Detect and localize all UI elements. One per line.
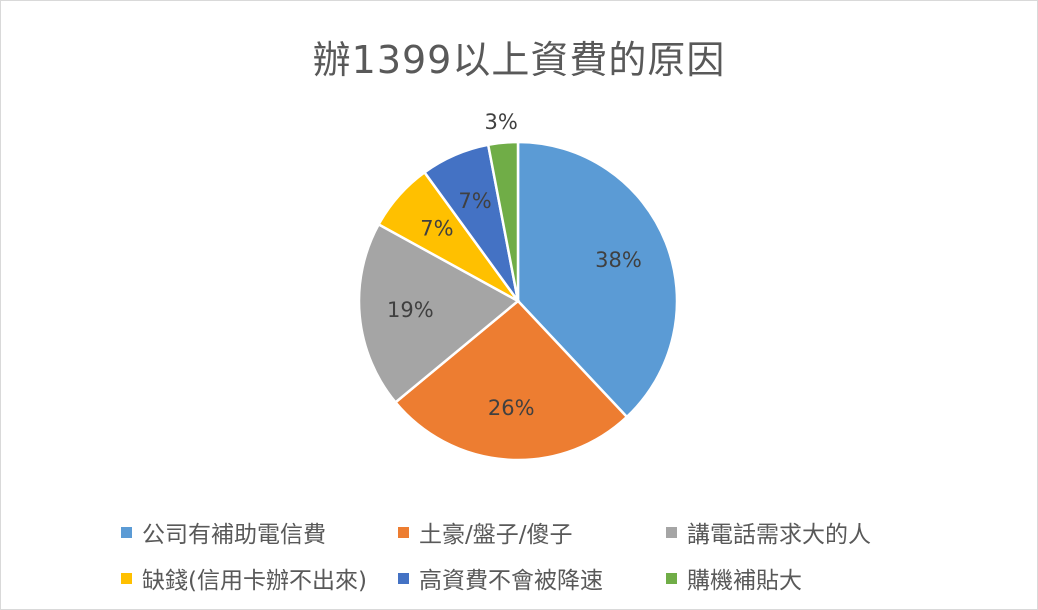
legend-item: 購機補貼大 [666, 561, 966, 595]
pie-chart: 38% 26% 19% 7%7% 3% [357, 110, 679, 462]
legend-swatch [121, 572, 132, 584]
pie-slice-2 [357, 222, 521, 405]
legend-label: 土豪/盤子/傻子 [419, 522, 573, 548]
pie-slice-5 [486, 140, 520, 302]
pie-slice-1 [393, 299, 629, 462]
pie-data-label-1: 26% [488, 396, 535, 420]
legend-label: 高資費不會被降速 [419, 568, 603, 594]
legend-row: 公司有補助電信費 土豪/盤子/傻子 講電話需求大的人 [121, 509, 981, 555]
pie-data-label-2: 19% [387, 298, 434, 322]
pie-data-label-0: 38% [595, 248, 642, 272]
legend-swatch [666, 572, 677, 584]
legend-label: 缺錢(信用卡辦不出來) [142, 568, 367, 594]
legend-label: 公司有補助電信費 [142, 522, 326, 548]
legend-item: 缺錢(信用卡辦不出來) [121, 561, 398, 595]
legend-item: 土豪/盤子/傻子 [398, 515, 666, 549]
legend-swatch [398, 526, 409, 538]
legend-label: 講電話需求大的人 [687, 522, 871, 548]
legend-label: 購機補貼大 [687, 568, 802, 594]
legend-swatch [121, 526, 132, 538]
chart-title: 辦1399以上資費的原因 [312, 38, 726, 82]
pie-data-label-3: 7% [420, 216, 453, 240]
pie-data-label-5: 3% [484, 110, 517, 134]
legend-row: 缺錢(信用卡辦不出來) 高資費不會被降速 購機補貼大 [121, 555, 981, 601]
legend-swatch [666, 526, 677, 538]
legend-item: 講電話需求大的人 [666, 515, 966, 549]
chart-legend: 公司有補助電信費 土豪/盤子/傻子 講電話需求大的人缺錢(信用卡辦不出來) 高資費不會… [121, 509, 981, 601]
legend-item: 高資費不會被降速 [398, 561, 666, 595]
pie-data-label-4: 7% [458, 189, 491, 213]
legend-item: 公司有補助電信費 [121, 515, 398, 549]
pie-slice-0 [516, 140, 679, 419]
legend-swatch [398, 572, 409, 584]
